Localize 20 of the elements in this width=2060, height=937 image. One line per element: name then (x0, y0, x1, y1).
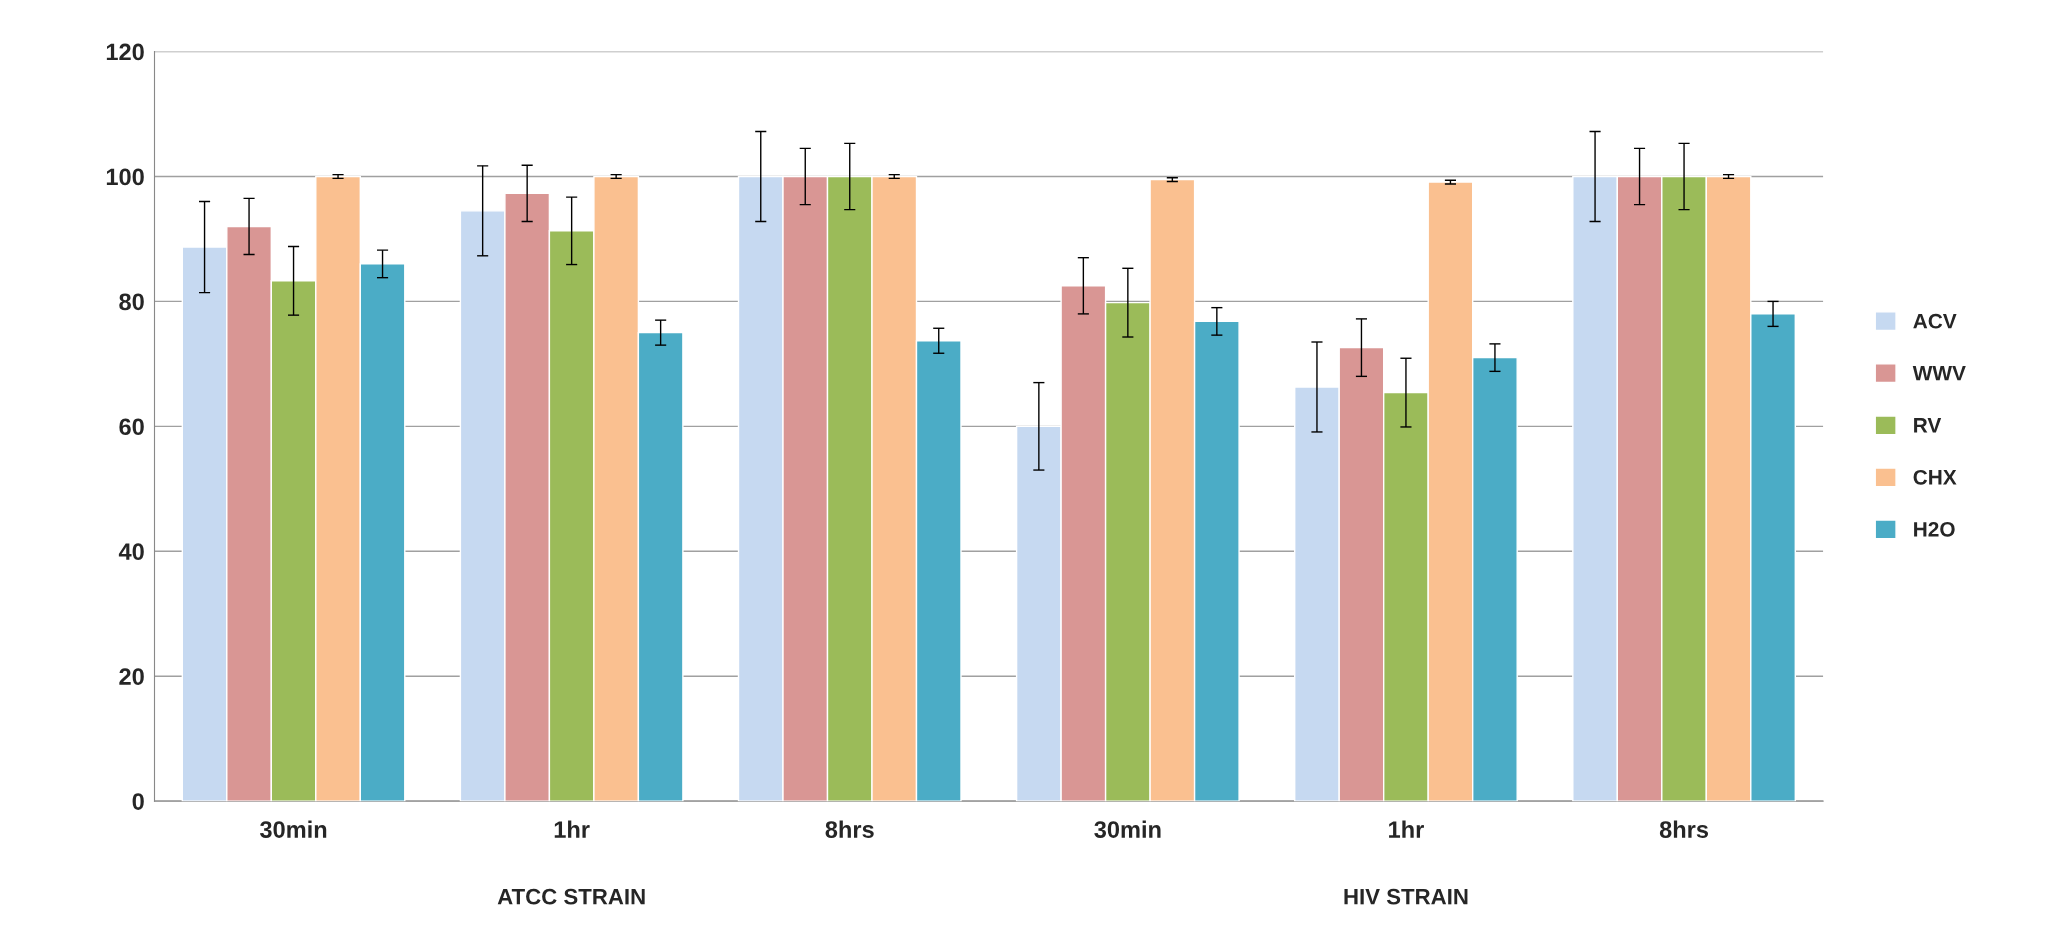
x-tick-label: 8hrs (1659, 820, 1709, 838)
y-tick-label: 120 (106, 43, 144, 61)
x-tick-label: 8hrs (825, 820, 874, 838)
legend-label: ACV (1913, 313, 1957, 329)
text: HIV STRAIN (1344, 888, 1468, 905)
x-tick-label: 1hr (554, 820, 590, 838)
x-tick-label: 30min (1094, 820, 1161, 838)
legend-label: WWV (1912, 366, 1966, 381)
y-tick-label: 60 (119, 418, 144, 436)
x-tick-label: 1hr (1389, 820, 1424, 838)
legend-label: RV (1914, 418, 1942, 433)
x-tick-label: 30min (259, 820, 327, 838)
y-tick-label: 0 (132, 793, 144, 810)
y-tick-label: 20 (119, 668, 144, 685)
text: ATCC STRAIN (497, 888, 645, 905)
y-tick-label: 40 (118, 543, 144, 561)
y-tick-label: 100 (106, 168, 144, 186)
legend-label: H2O (1914, 521, 1955, 537)
y-tick-label: 80 (119, 293, 144, 311)
legend-label: CHX (1913, 469, 1957, 485)
